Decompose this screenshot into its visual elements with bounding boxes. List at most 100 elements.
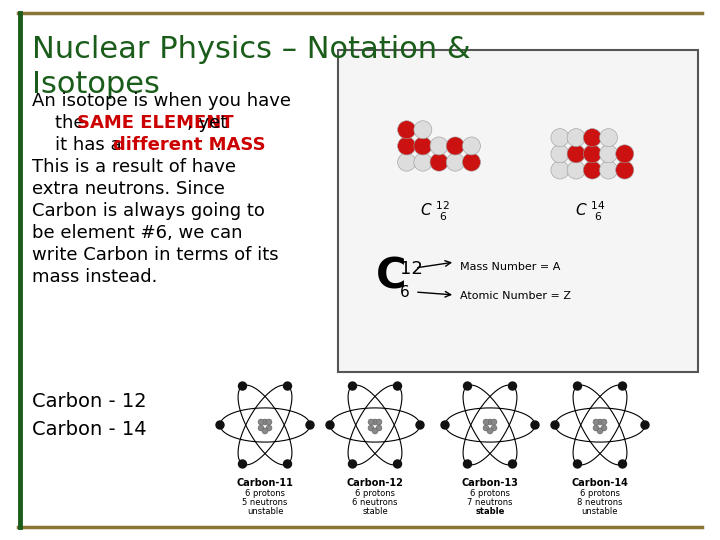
Circle shape xyxy=(508,382,516,390)
Circle shape xyxy=(551,421,559,429)
Circle shape xyxy=(372,428,378,434)
Text: 8 neutrons: 8 neutrons xyxy=(577,498,623,507)
Circle shape xyxy=(601,425,607,431)
Text: 6 protons: 6 protons xyxy=(470,489,510,498)
Circle shape xyxy=(262,428,268,434)
Text: 6 protons: 6 protons xyxy=(355,489,395,498)
Circle shape xyxy=(583,129,601,147)
Circle shape xyxy=(600,129,618,147)
Circle shape xyxy=(616,161,634,179)
Circle shape xyxy=(487,419,493,425)
Circle shape xyxy=(376,419,382,425)
Text: the: the xyxy=(55,114,90,132)
Circle shape xyxy=(574,460,582,468)
Text: Atomic Number = Z: Atomic Number = Z xyxy=(460,291,571,301)
Circle shape xyxy=(414,121,432,139)
Text: 12: 12 xyxy=(400,260,423,278)
Text: be element #6, we can: be element #6, we can xyxy=(32,224,243,242)
Text: Carbon - 14: Carbon - 14 xyxy=(32,420,147,439)
Circle shape xyxy=(583,161,601,179)
Text: 7 neutrons: 7 neutrons xyxy=(467,498,513,507)
Circle shape xyxy=(262,419,268,425)
Circle shape xyxy=(574,382,582,390)
Circle shape xyxy=(372,419,378,425)
Circle shape xyxy=(583,145,601,163)
Circle shape xyxy=(551,161,569,179)
Circle shape xyxy=(593,425,599,431)
Bar xyxy=(338,50,698,372)
Circle shape xyxy=(597,419,603,425)
Circle shape xyxy=(531,421,539,429)
Text: Carbon-13: Carbon-13 xyxy=(462,478,518,488)
Circle shape xyxy=(600,145,618,163)
Text: it has a: it has a xyxy=(55,136,127,154)
Circle shape xyxy=(368,419,374,425)
Circle shape xyxy=(326,421,334,429)
Circle shape xyxy=(462,137,480,155)
Circle shape xyxy=(430,137,448,155)
Text: This is a result of have: This is a result of have xyxy=(32,158,236,176)
Circle shape xyxy=(397,153,415,171)
Circle shape xyxy=(567,145,585,163)
Text: , yet: , yet xyxy=(187,114,228,132)
Circle shape xyxy=(491,419,497,425)
Circle shape xyxy=(600,161,618,179)
Circle shape xyxy=(266,425,272,431)
Circle shape xyxy=(414,153,432,171)
Circle shape xyxy=(597,428,603,434)
Text: 5 neutrons: 5 neutrons xyxy=(243,498,288,507)
Text: Carbon-11: Carbon-11 xyxy=(237,478,294,488)
Text: write Carbon in terms of its: write Carbon in terms of its xyxy=(32,246,279,264)
Text: $\mathbf{C}$: $\mathbf{C}$ xyxy=(375,255,405,297)
Text: Carbon-12: Carbon-12 xyxy=(346,478,403,488)
Text: unstable: unstable xyxy=(582,507,618,516)
Text: Carbon is always going to: Carbon is always going to xyxy=(32,202,265,220)
Text: mass instead.: mass instead. xyxy=(32,268,158,286)
Text: Mass Number = A: Mass Number = A xyxy=(460,262,560,272)
Text: Isotopes: Isotopes xyxy=(32,70,160,99)
Circle shape xyxy=(306,421,314,429)
Circle shape xyxy=(601,419,607,425)
Circle shape xyxy=(397,121,415,139)
Circle shape xyxy=(567,129,585,147)
Text: $C\ ^{12}_{\ 6}$: $C\ ^{12}_{\ 6}$ xyxy=(420,200,450,223)
Circle shape xyxy=(348,382,356,390)
Text: Carbon - 12: Carbon - 12 xyxy=(32,392,147,411)
Text: extra neutrons. Since: extra neutrons. Since xyxy=(32,180,225,198)
Text: 6 protons: 6 protons xyxy=(580,489,620,498)
Circle shape xyxy=(394,382,402,390)
Circle shape xyxy=(491,425,497,431)
Text: SAME ELEMENT: SAME ELEMENT xyxy=(77,114,233,132)
Circle shape xyxy=(258,419,264,425)
Circle shape xyxy=(394,460,402,468)
Circle shape xyxy=(284,382,292,390)
Circle shape xyxy=(348,460,356,468)
Text: 6: 6 xyxy=(400,285,410,300)
Circle shape xyxy=(397,137,415,155)
Circle shape xyxy=(238,460,246,468)
Text: 6 neutrons: 6 neutrons xyxy=(352,498,397,507)
Circle shape xyxy=(441,421,449,429)
Circle shape xyxy=(462,153,480,171)
Circle shape xyxy=(414,137,432,155)
Circle shape xyxy=(430,153,448,171)
Circle shape xyxy=(464,460,472,468)
Text: stable: stable xyxy=(362,507,388,516)
Circle shape xyxy=(483,419,489,425)
Circle shape xyxy=(551,129,569,147)
Circle shape xyxy=(216,421,224,429)
Circle shape xyxy=(258,425,264,431)
Text: stable: stable xyxy=(475,507,505,516)
Text: Nuclear Physics – Notation &: Nuclear Physics – Notation & xyxy=(32,35,471,64)
Circle shape xyxy=(487,428,493,434)
Circle shape xyxy=(641,421,649,429)
Circle shape xyxy=(446,137,464,155)
Circle shape xyxy=(266,419,272,425)
Circle shape xyxy=(416,421,424,429)
Circle shape xyxy=(464,382,472,390)
Text: $C\ ^{14}_{\ 6}$: $C\ ^{14}_{\ 6}$ xyxy=(575,200,606,223)
Text: .: . xyxy=(215,136,221,154)
Circle shape xyxy=(567,161,585,179)
Text: 6 protons: 6 protons xyxy=(245,489,285,498)
Text: unstable: unstable xyxy=(247,507,283,516)
